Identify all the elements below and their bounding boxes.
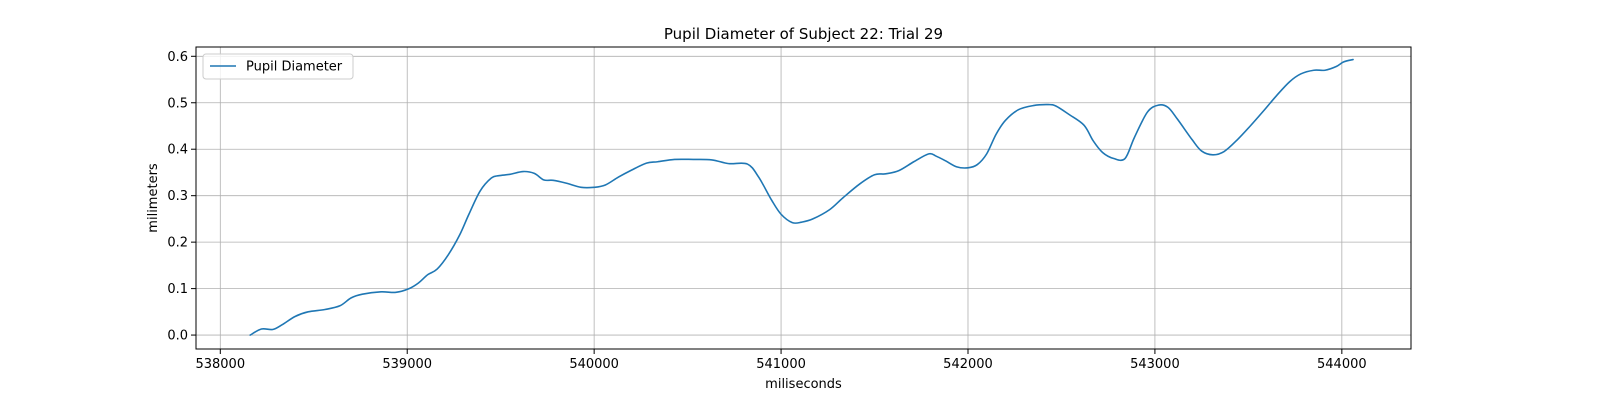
x-tick-label: 543000	[1130, 357, 1180, 372]
x-tick-label: 539000	[382, 357, 432, 372]
plot-frame	[195, 46, 1412, 350]
y-tick-label: 0.4	[167, 143, 188, 158]
legend-label-pupil-diameter: Pupil Diameter	[246, 60, 343, 75]
x-axis-title: miliseconds	[765, 377, 842, 392]
y-tick-label: 0.0	[167, 329, 188, 344]
y-tick-label: 0.6	[167, 50, 188, 65]
y-tick-label: 0.5	[167, 96, 188, 111]
legend-box	[202, 53, 354, 80]
grid	[196, 47, 1411, 349]
series-line-pupil-diameter	[249, 58, 1354, 336]
y-tick-label: 0.2	[167, 236, 188, 251]
x-tick-label: 540000	[569, 357, 619, 372]
y-tick-label: 0.1	[167, 282, 188, 297]
x-tick-label: 544000	[1317, 357, 1367, 372]
x-tick-label: 542000	[943, 357, 993, 372]
series-layer	[249, 58, 1354, 336]
x-tick-label: 538000	[195, 357, 245, 372]
chart-title: Pupil Diameter of Subject 22: Trial 29	[664, 25, 943, 43]
y-tick-label: 0.3	[167, 189, 188, 204]
x-tick-label: 541000	[756, 357, 806, 372]
y-axis-title: milimeters	[146, 163, 161, 233]
legend: Pupil Diameter	[202, 53, 354, 80]
tick-layer: 538000 539000 540000 541000 542000 543000 5440…	[167, 50, 1366, 372]
